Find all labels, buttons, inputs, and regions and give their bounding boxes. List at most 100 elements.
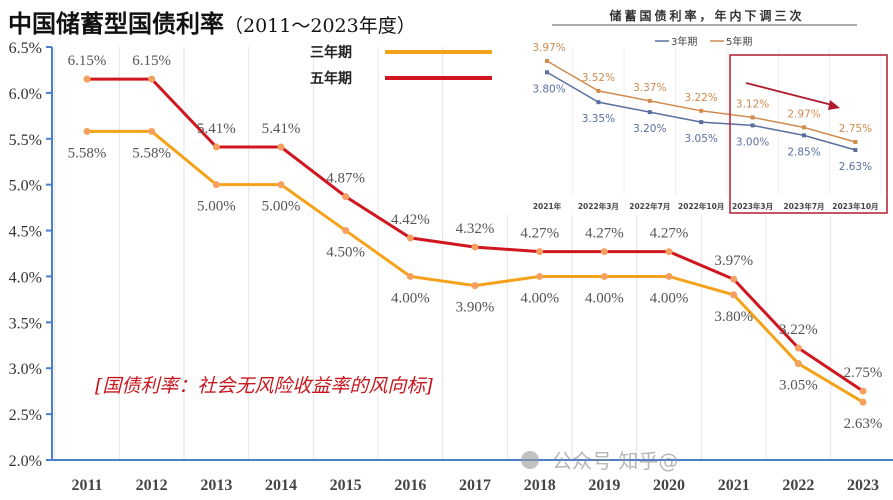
data-label: 4.00% [585, 290, 624, 306]
inset-data-label: 3.20% [633, 123, 666, 135]
data-point [794, 360, 802, 368]
data-point [212, 143, 220, 151]
data-point [148, 75, 156, 83]
data-point [859, 387, 867, 395]
data-label: 4.42% [391, 212, 430, 228]
data-point [83, 127, 91, 135]
data-label: 4.27% [585, 226, 624, 242]
subtitle-text: （2011～2023年度） [224, 15, 416, 37]
inset-data-point [802, 133, 806, 138]
inset-x-label: 2022年10月 [678, 201, 724, 211]
data-point [600, 248, 608, 256]
data-point [665, 248, 673, 256]
data-point [342, 193, 350, 201]
data-point [406, 272, 414, 280]
inset-x-label: 2023年7月 [783, 201, 824, 211]
x-tick-label: 2014 [265, 477, 297, 494]
data-point [536, 272, 544, 280]
data-label: 4.50% [326, 245, 365, 261]
x-tick-label: 2012 [136, 477, 168, 494]
data-label: 3.22% [779, 322, 818, 338]
x-tick-label: 2019 [588, 477, 620, 494]
inset-data-label: 3.35% [582, 113, 615, 125]
data-label: 4.27% [650, 226, 689, 242]
inset-x-label: 2023年3月 [732, 201, 773, 211]
data-label: 4.00% [650, 290, 689, 306]
inset-data-label: 2.97% [787, 108, 820, 120]
x-tick-label: 2023 [847, 477, 879, 494]
data-point [148, 127, 156, 135]
data-point [730, 291, 738, 299]
inset-data-point [596, 100, 601, 105]
data-label: 3.80% [714, 309, 753, 325]
x-tick-label: 2013 [200, 477, 232, 494]
data-label: 5.58% [68, 145, 107, 161]
data-point [342, 227, 350, 235]
data-point [471, 282, 479, 290]
data-label: 3.97% [714, 253, 753, 269]
data-label: 3.05% [779, 378, 818, 394]
inset-highlight-box [729, 54, 888, 214]
inset-data-point [545, 59, 549, 63]
data-label: 5.58% [132, 145, 171, 161]
data-label: 4.87% [326, 171, 365, 187]
legend-label: 五年期 [310, 70, 352, 87]
data-point [536, 248, 544, 256]
data-point [730, 275, 738, 283]
annotation-text: [国债利率：社会无风险收益率的风向标] [95, 375, 433, 397]
x-tick-label: 2022 [782, 477, 814, 494]
data-point [665, 272, 673, 280]
inset-data-label: 3.22% [685, 92, 718, 104]
inset-arrow-head [828, 100, 840, 110]
y-tick-label: 6.5% [9, 40, 42, 57]
data-label: 4.00% [391, 290, 430, 306]
inset-legend-label: 3年期 [671, 35, 697, 48]
legend-label: 三年期 [310, 44, 352, 61]
x-tick-label: 2017 [459, 477, 491, 494]
inset-data-point [699, 120, 704, 125]
x-tick-label: 2018 [524, 477, 556, 494]
inset-data-point [853, 140, 858, 145]
inset-data-point [596, 88, 601, 93]
data-point [471, 243, 479, 251]
y-tick-label: 3.5% [9, 315, 42, 332]
data-label: 5.41% [197, 121, 236, 137]
inset-data-label: 3.52% [582, 72, 615, 84]
data-label: 5.00% [197, 199, 236, 215]
inset-data-point [750, 123, 755, 128]
inset-data-point [802, 125, 806, 130]
data-point [406, 234, 414, 242]
data-point [859, 398, 867, 406]
data-point [277, 143, 285, 151]
data-label: 6.15% [68, 53, 107, 69]
inset-data-point [545, 70, 549, 75]
y-tick-label: 5.5% [9, 132, 42, 149]
y-tick-label: 4.0% [9, 269, 42, 286]
y-tick-label: 2.0% [9, 453, 42, 470]
data-label: 6.15% [132, 53, 171, 69]
inset-x-label: 2023年10月 [832, 201, 878, 211]
title-text: 中国储蓄型国债利率 [8, 9, 224, 38]
data-label: 5.41% [262, 121, 301, 137]
y-tick-label: 3.0% [9, 361, 42, 378]
data-label: 2.63% [844, 416, 883, 432]
y-tick-label: 4.5% [9, 224, 42, 241]
inset-data-label: 3.97% [532, 42, 565, 54]
x-tick-label: 2011 [71, 477, 102, 494]
chart-title: 中国储蓄型国债利率（2011～2023年度） [8, 4, 416, 39]
data-point [794, 344, 802, 352]
inset-chart: 储蓄国债利率，年内下调三次 3年期 3.80% 3.35% 3.20% 3.05% 3.00… [505, 0, 893, 215]
data-point [83, 75, 91, 83]
x-tick-label: 2016 [394, 477, 426, 494]
inset-background [505, 0, 893, 215]
x-tick-label: 2015 [330, 477, 362, 494]
data-label: 4.00% [520, 290, 559, 306]
inset-data-point [647, 98, 652, 103]
inset-data-label: 3.37% [633, 82, 666, 94]
data-label: 4.27% [520, 226, 559, 242]
y-tick-label: 2.5% [9, 407, 42, 424]
x-tick-label: 2021 [718, 477, 750, 494]
inset-x-label: 2022年3月 [578, 201, 619, 211]
inset-data-point [647, 110, 652, 115]
